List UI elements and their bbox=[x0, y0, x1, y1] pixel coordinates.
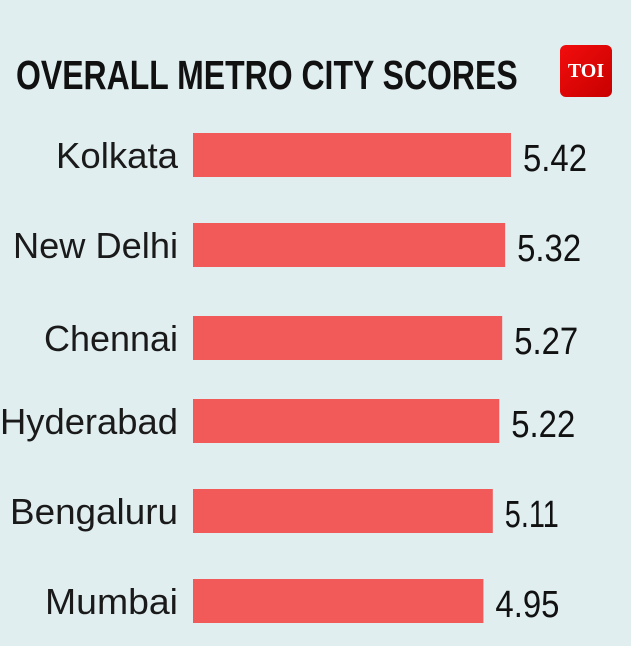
category-label: Kolkata bbox=[56, 135, 179, 176]
category-label: Bengaluru bbox=[10, 491, 178, 532]
value-label: 5.11 bbox=[505, 494, 559, 536]
bar-mumbai bbox=[193, 579, 484, 623]
bar-new-delhi bbox=[193, 223, 506, 267]
value-label: 5.22 bbox=[511, 404, 575, 446]
logo-text: TOI bbox=[567, 59, 605, 82]
bar-chennai bbox=[193, 316, 503, 360]
bar-bengaluru bbox=[193, 489, 493, 533]
category-label: Mumbai bbox=[45, 581, 178, 622]
toi-logo: TOI bbox=[560, 45, 612, 97]
value-label: 5.27 bbox=[514, 321, 578, 363]
bar-hyderabad bbox=[193, 399, 500, 443]
bar-kolkata bbox=[193, 133, 511, 177]
value-label: 4.95 bbox=[495, 584, 559, 626]
category-label: Hyderabad bbox=[0, 401, 178, 442]
category-label: New Delhi bbox=[13, 225, 178, 266]
chart-title: OVERALL METRO CITY SCORES bbox=[16, 52, 518, 98]
value-label: 5.42 bbox=[523, 138, 587, 180]
value-label: 5.32 bbox=[517, 228, 581, 270]
category-label: Chennai bbox=[44, 318, 178, 359]
